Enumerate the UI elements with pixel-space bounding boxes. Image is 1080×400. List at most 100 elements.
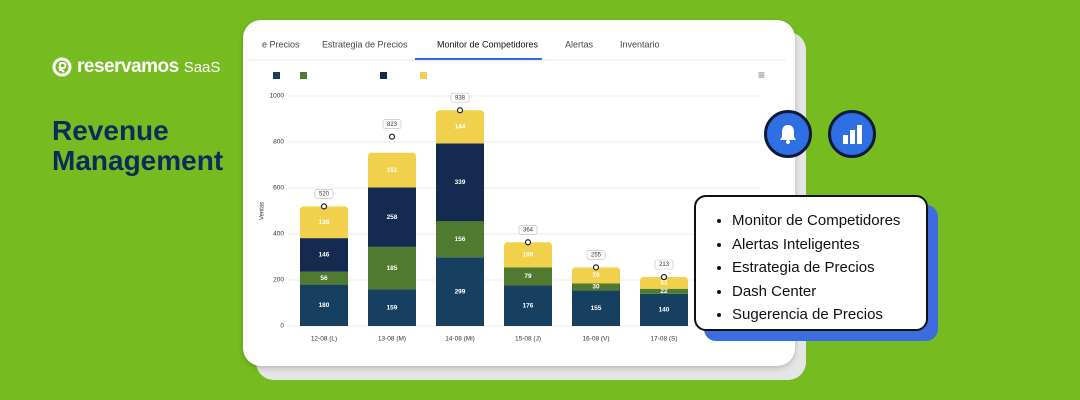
segment-label: 180 (319, 302, 330, 309)
total-label-box (518, 224, 538, 235)
logo: reservamos SaaS (52, 56, 220, 78)
bar-segment (368, 289, 416, 326)
legend-swatch (420, 72, 427, 79)
nav-tab[interactable]: Alertas (565, 39, 594, 49)
bar-segment (572, 283, 620, 291)
segment-label: 51 (660, 280, 668, 287)
bar-segment (300, 284, 348, 326)
bar-segment (640, 293, 688, 326)
legend-swatch (380, 72, 387, 79)
bar-segment (368, 152, 416, 188)
headline-line: Revenue (52, 115, 169, 146)
segment-label: 151 (387, 167, 398, 174)
segment-label: 299 (455, 288, 466, 295)
y-tick-label: 600 (273, 185, 284, 192)
total-label: 823 (387, 122, 398, 128)
bar-segment (436, 257, 484, 326)
total-label-box (314, 189, 334, 199)
total-label: 938 (455, 95, 466, 101)
bar-segment (436, 143, 484, 222)
total-label-box (382, 119, 402, 130)
segment-label: 146 (319, 252, 330, 259)
segment-label: 140 (659, 307, 670, 314)
segment-label: 258 (387, 214, 398, 221)
bar-segment (504, 242, 552, 268)
segment-label: 155 (591, 305, 602, 312)
total-label: 255 (591, 252, 602, 258)
bell-button[interactable] (764, 110, 812, 158)
y-tick-label: 0 (280, 323, 284, 330)
total-label: 364 (523, 227, 534, 233)
x-tick-label: 14-08 (Mi) (445, 336, 475, 343)
bar-segment (436, 110, 484, 144)
legend-swatch (300, 72, 307, 79)
y-tick-label: 1000 (270, 93, 285, 100)
total-label-box (450, 92, 470, 103)
segment-label: 138 (319, 219, 330, 226)
total-label: 213 (659, 262, 670, 268)
bar-segment (436, 221, 484, 258)
segment-label: 30 (592, 284, 600, 291)
chart-button[interactable] (828, 110, 876, 158)
segment-label: 176 (523, 302, 534, 309)
total-marker (524, 239, 532, 246)
bar-segment (368, 187, 416, 247)
bar-segment (368, 246, 416, 290)
segment-label: 339 (455, 179, 466, 186)
segment-label: 144 (455, 124, 466, 131)
total-marker (320, 203, 328, 210)
bar-segment (300, 238, 348, 272)
legend-swatch (273, 72, 280, 79)
segment-label: 70 (592, 272, 600, 279)
brand-name: reservamos (77, 56, 179, 77)
chart-icon (843, 125, 862, 144)
bar-segment (572, 290, 620, 326)
brand-suffix: SaaS (183, 58, 221, 76)
menu-icon: ≡ (758, 68, 765, 82)
segment-label: 156 (455, 236, 466, 243)
segment-label: 79 (524, 273, 532, 280)
segment-label: 56 (320, 275, 328, 282)
nav-tab[interactable]: Monitor de Competidores (437, 39, 539, 49)
y-tick-label: 200 (273, 277, 284, 284)
segment-label: 109 (523, 252, 534, 259)
feature-item: Monitor de Competidores (732, 209, 926, 233)
bar-segment (300, 206, 348, 239)
feature-item: Dash Center (732, 280, 926, 304)
feature-item: Alertas Inteligentes (732, 233, 926, 257)
total-label-box (654, 259, 674, 270)
bell-icon (780, 125, 796, 144)
segment-label: 22 (660, 288, 668, 295)
total-marker (388, 133, 396, 140)
y-axis-label: Ventas (260, 202, 266, 220)
nav-tab[interactable]: e Precios (262, 39, 300, 49)
nav-tab[interactable]: Inventario (620, 39, 660, 49)
total-marker (456, 107, 464, 114)
feature-item: Sugerencia de Precios (732, 303, 926, 327)
total-marker (660, 273, 668, 281)
logo-icon (52, 57, 72, 77)
y-tick-label: 800 (273, 139, 284, 146)
bar-segment (572, 267, 620, 284)
x-tick-label: 17-08 (S) (650, 336, 677, 343)
x-tick-label: 15-08 (J) (515, 336, 541, 343)
segment-label: 159 (387, 304, 398, 311)
bar-segment (504, 285, 552, 326)
x-tick-label: 16-08 (V) (582, 336, 609, 343)
bar-segment (640, 277, 688, 289)
headline: Revenue Management (52, 116, 223, 176)
total-label-box (586, 250, 606, 260)
headline-line: Management (52, 145, 224, 176)
bar-segment (640, 288, 688, 294)
total-label: 520 (319, 191, 330, 197)
x-tick-label: 13-08 (M) (378, 336, 406, 343)
nav-tab[interactable]: Estrategia de Precios (322, 39, 408, 49)
y-tick-label: 400 (273, 231, 284, 238)
bar-segment (504, 267, 552, 286)
bar-segment (300, 271, 348, 285)
feature-item: Estrategia de Precios (732, 256, 926, 280)
